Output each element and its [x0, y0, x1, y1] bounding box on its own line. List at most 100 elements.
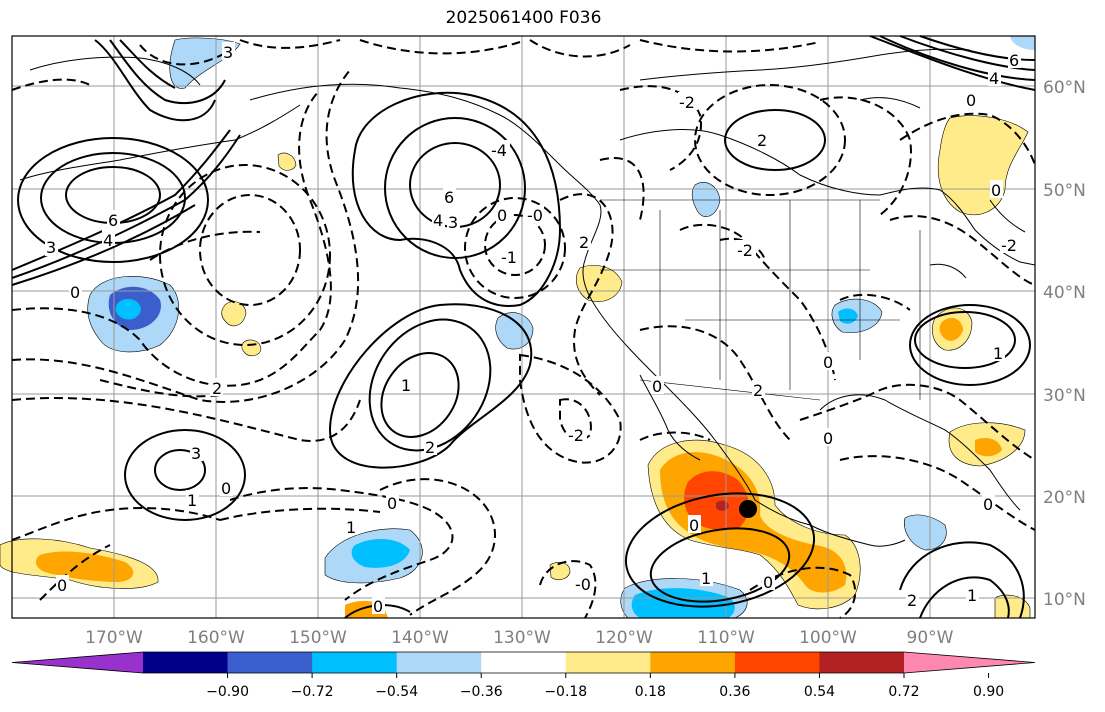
contour-line — [11, 397, 361, 442]
contour-line — [11, 89, 332, 387]
contour-label: 4 — [989, 69, 999, 88]
contour-label: 2 — [907, 591, 917, 610]
lon-tick-label: 160°W — [187, 628, 245, 648]
contour-label: 0 — [652, 377, 662, 396]
contour-line — [839, 293, 911, 311]
colorbar-segment — [312, 652, 398, 673]
coastline — [619, 129, 881, 196]
contour-line — [219, 507, 381, 521]
contour-line — [11, 78, 91, 91]
contour-label: 0 — [983, 495, 993, 514]
lat-axis: 60°N 50°N 40°N 30°N 20°N 10°N — [1043, 78, 1086, 610]
colorbar-segment — [12, 652, 143, 673]
colorbar-tick-label: −0.36 — [460, 684, 503, 700]
colorbar-segment — [650, 652, 736, 673]
contour-label: 3 — [191, 444, 201, 463]
colorbar-tick-label: 0.72 — [888, 684, 919, 700]
contour-line — [879, 35, 1036, 81]
contour-label: 0 — [497, 206, 507, 225]
contour-label: 1 — [701, 569, 711, 588]
colorbar-segment — [904, 652, 1035, 673]
coastline — [819, 394, 1021, 511]
contour-label: 2 — [753, 381, 763, 400]
contour-label: 0 — [70, 283, 80, 302]
lat-tick-label: 50°N — [1043, 181, 1086, 201]
contour-line — [919, 35, 1036, 61]
contour-line — [99, 379, 221, 398]
contour-line — [139, 44, 231, 66]
contour-line — [599, 157, 645, 221]
shade-blob — [939, 317, 963, 341]
contour-line — [899, 112, 1036, 166]
contour-label: 6 — [108, 211, 118, 230]
contour-line — [639, 39, 821, 53]
contour-line — [11, 69, 360, 403]
contour-line — [519, 353, 622, 464]
coastline — [29, 56, 201, 86]
shade-blob — [904, 514, 947, 551]
contour-label: 3 — [223, 43, 233, 62]
colorbar-tick-label: 0.90 — [973, 684, 1004, 700]
contour-line — [679, 223, 836, 381]
contour-line — [124, 429, 246, 521]
contour-line — [869, 35, 1036, 91]
contour-label: -0 — [527, 206, 543, 225]
dashed-contours — [11, 39, 1036, 619]
lon-tick-label: 130°W — [493, 628, 551, 648]
contour-line — [229, 487, 454, 601]
map-title: 2025061400 F036 — [445, 8, 602, 28]
contour-line — [154, 449, 206, 491]
lon-tick-label: 100°W — [799, 628, 857, 648]
contour-label: 0 — [991, 181, 1001, 200]
contour-label: 1 — [993, 344, 1003, 363]
contour-line — [919, 576, 1010, 619]
lon-tick-label: 140°W — [391, 628, 449, 648]
colorbar-tick-label: −0.72 — [291, 684, 334, 700]
colorbar-tick-label: −0.90 — [206, 684, 249, 700]
shade-blob — [937, 115, 1029, 216]
colorbar-segment — [396, 652, 482, 673]
colorbar-segment — [565, 652, 651, 673]
contour-label: 0 — [387, 494, 397, 513]
contour-label: -4 — [491, 141, 507, 160]
colorbar-tick-label: 0.18 — [635, 684, 666, 700]
contour-label: 4 — [103, 231, 113, 250]
contour-label: 2 — [757, 131, 767, 150]
lon-tick-label: 110°W — [697, 628, 755, 648]
contour-line — [328, 303, 533, 469]
contour-line — [119, 39, 176, 89]
border — [639, 379, 821, 401]
contour-label: 0 — [57, 576, 67, 595]
contour-line — [199, 194, 301, 306]
lat-tick-label: 20°N — [1043, 488, 1086, 508]
colorbar-segment — [819, 652, 905, 673]
lon-tick-label: 90°W — [907, 628, 954, 648]
colorbar-segment — [143, 652, 229, 673]
coastline — [989, 199, 1026, 233]
colorbar-tick-label: 0.36 — [719, 684, 750, 700]
contour-label: -2 — [679, 93, 695, 112]
contour-label: 6 — [1009, 51, 1019, 70]
contour-labels: 6 3 4 0 2 6 4 3 0 -0 -1 2 0 2 — [45, 42, 1021, 616]
coastline — [249, 83, 906, 547]
lon-tick-label: 170°W — [85, 628, 143, 648]
contour-label: 0 — [763, 573, 773, 592]
contour-line — [624, 492, 816, 608]
contour-line — [819, 96, 912, 216]
contour-label: -2 — [568, 426, 584, 445]
contour-line — [914, 311, 1016, 369]
shade-blob — [975, 438, 1002, 457]
contour-label: 1 — [401, 376, 411, 395]
contour-label: 0 — [823, 429, 833, 448]
coastline — [929, 263, 967, 279]
lat-tick-label: 10°N — [1043, 590, 1086, 610]
map-frame — [11, 35, 1036, 619]
shade-blob — [35, 551, 134, 582]
contour-label: 0 — [823, 353, 833, 372]
contour-label: -0 — [575, 575, 591, 594]
borders — [600, 199, 921, 401]
contour-label: -2 — [737, 241, 753, 260]
contour-line — [559, 193, 614, 396]
lat-tick-label: 30°N — [1043, 386, 1086, 406]
